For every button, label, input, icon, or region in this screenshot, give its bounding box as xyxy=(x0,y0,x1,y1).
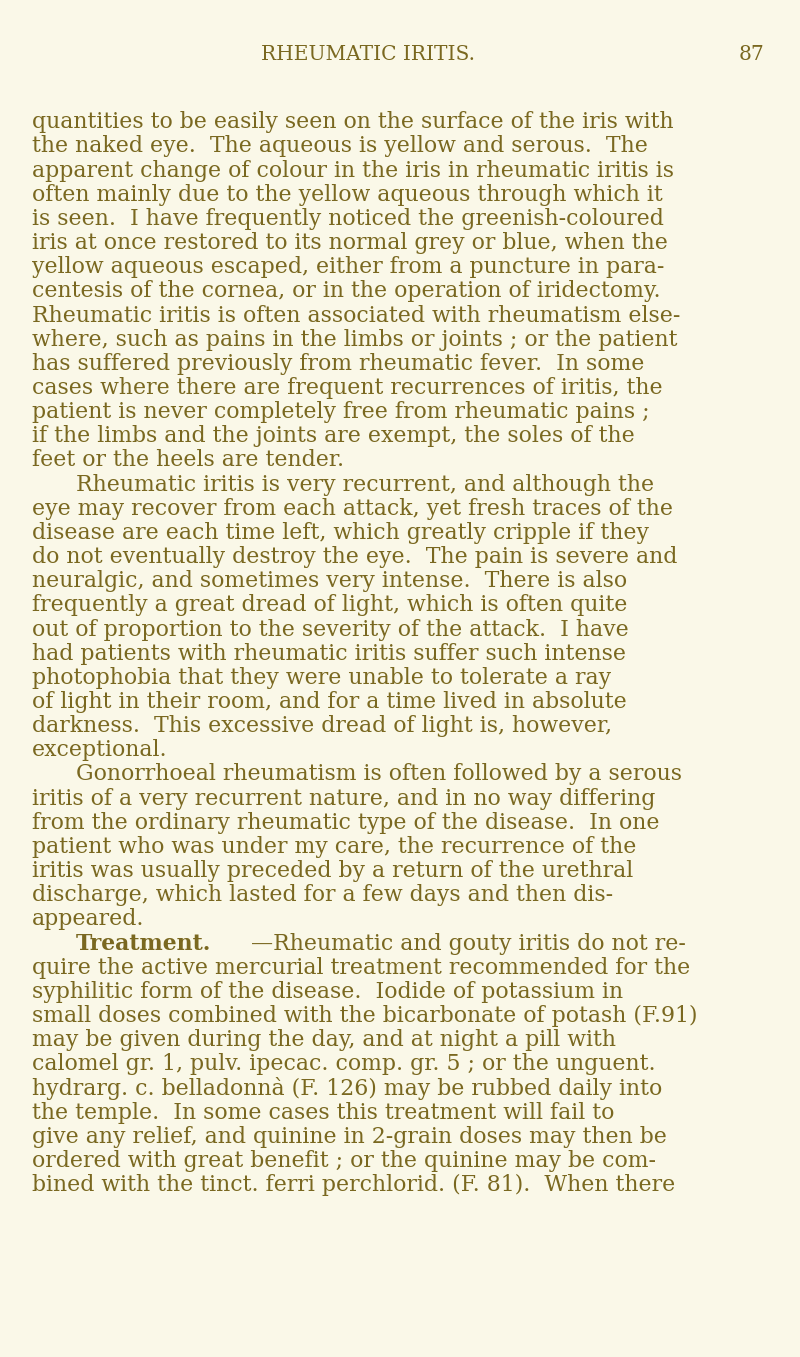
Text: feet or the heels are tender.: feet or the heels are tender. xyxy=(32,449,344,471)
Text: iritis of a very recurrent nature, and in no way differing: iritis of a very recurrent nature, and i… xyxy=(32,787,655,810)
Text: quantities to be easily seen on the surface of the iris with: quantities to be easily seen on the surf… xyxy=(32,111,674,133)
Text: where, such as pains in the limbs or joints ; or the patient: where, such as pains in the limbs or joi… xyxy=(32,328,678,350)
Text: has suffered previously from rheumatic fever.  In some: has suffered previously from rheumatic f… xyxy=(32,353,644,375)
Text: often mainly due to the yellow aqueous through which it: often mainly due to the yellow aqueous t… xyxy=(32,183,662,206)
Text: disease are each time left, which greatly cripple if they: disease are each time left, which greatl… xyxy=(32,522,649,544)
Text: frequently a great dread of light, which is often quite: frequently a great dread of light, which… xyxy=(32,594,627,616)
Text: eye may recover from each attack, yet fresh traces of the: eye may recover from each attack, yet fr… xyxy=(32,498,673,520)
Text: quire the active mercurial treatment recommended for the: quire the active mercurial treatment rec… xyxy=(32,957,690,978)
Text: from the ordinary rheumatic type of the disease.  In one: from the ordinary rheumatic type of the … xyxy=(32,811,659,833)
Text: patient who was under my care, the recurrence of the: patient who was under my care, the recur… xyxy=(32,836,636,858)
Text: iritis was usually preceded by a return of the urethral: iritis was usually preceded by a return … xyxy=(32,860,634,882)
Text: syphilitic form of the disease.  Iodide of potassium in: syphilitic form of the disease. Iodide o… xyxy=(32,981,623,1003)
Text: discharge, which lasted for a few days and then dis-: discharge, which lasted for a few days a… xyxy=(32,885,613,906)
Text: patient is never completely free from rheumatic pains ;: patient is never completely free from rh… xyxy=(32,402,650,423)
Text: Treatment.: Treatment. xyxy=(76,932,211,954)
Text: if the limbs and the joints are exempt, the soles of the: if the limbs and the joints are exempt, … xyxy=(32,425,634,448)
Text: 87: 87 xyxy=(738,45,764,64)
Text: of light in their room, and for a time lived in absolute: of light in their room, and for a time l… xyxy=(32,691,626,712)
Text: exceptional.: exceptional. xyxy=(32,740,168,761)
Text: appeared.: appeared. xyxy=(32,908,145,931)
Text: Rheumatic iritis is often associated with rheumatism else-: Rheumatic iritis is often associated wit… xyxy=(32,304,680,327)
Text: do not eventually destroy the eye.  The pain is severe and: do not eventually destroy the eye. The p… xyxy=(32,546,678,569)
Text: Gonorrhoeal rheumatism is often followed by a serous: Gonorrhoeal rheumatism is often followed… xyxy=(76,764,682,786)
Text: the naked eye.  The aqueous is yellow and serous.  The: the naked eye. The aqueous is yellow and… xyxy=(32,136,648,157)
Text: iris at once restored to its normal grey or blue, when the: iris at once restored to its normal grey… xyxy=(32,232,668,254)
Text: the temple.  In some cases this treatment will fail to: the temple. In some cases this treatment… xyxy=(32,1102,614,1124)
Text: darkness.  This excessive dread of light is, however,: darkness. This excessive dread of light … xyxy=(32,715,612,737)
Text: small doses combined with the bicarbonate of potash (F.91): small doses combined with the bicarbonat… xyxy=(32,1006,698,1027)
Text: hydrarg. c. belladonnà (F. 126) may be rubbed daily into: hydrarg. c. belladonnà (F. 126) may be … xyxy=(32,1077,662,1101)
Text: may be given during the day, and at night a pill with: may be given during the day, and at nigh… xyxy=(32,1029,616,1052)
Text: calomel gr. 1, pulv. ipecac. comp. gr. 5 ; or the unguent.: calomel gr. 1, pulv. ipecac. comp. gr. 5… xyxy=(32,1053,656,1075)
Text: Rheumatic iritis is very recurrent, and although the: Rheumatic iritis is very recurrent, and … xyxy=(76,474,654,495)
Text: neuralgic, and sometimes very intense.  There is also: neuralgic, and sometimes very intense. T… xyxy=(32,570,627,592)
Text: cases where there are frequent recurrences of iritis, the: cases where there are frequent recurrenc… xyxy=(32,377,662,399)
Text: is seen.  I have frequently noticed the greenish-coloured: is seen. I have frequently noticed the g… xyxy=(32,208,664,229)
Text: RHEUMATIC IRITIS.: RHEUMATIC IRITIS. xyxy=(261,45,475,64)
Text: —Rheumatic and gouty iritis do not re-: —Rheumatic and gouty iritis do not re- xyxy=(250,932,686,954)
Text: centesis of the cornea, or in the operation of iridectomy.: centesis of the cornea, or in the operat… xyxy=(32,281,661,303)
Text: apparent change of colour in the iris in rheumatic iritis is: apparent change of colour in the iris in… xyxy=(32,160,674,182)
Text: had patients with rheumatic iritis suffer such intense: had patients with rheumatic iritis suffe… xyxy=(32,643,626,665)
Text: bined with the tinct. ferri perchlorid. (F. 81).  When there: bined with the tinct. ferri perchlorid. … xyxy=(32,1174,675,1196)
Text: yellow aqueous escaped, either from a puncture in para-: yellow aqueous escaped, either from a pu… xyxy=(32,256,664,278)
Text: out of proportion to the severity of the attack.  I have: out of proportion to the severity of the… xyxy=(32,619,629,641)
Text: give any relief, and quinine in 2-grain doses may then be: give any relief, and quinine in 2-grain … xyxy=(32,1126,667,1148)
Text: ordered with great benefit ; or the quinine may be com-: ordered with great benefit ; or the quin… xyxy=(32,1149,656,1172)
Text: photophobia that they were unable to tolerate a ray: photophobia that they were unable to tol… xyxy=(32,666,611,689)
